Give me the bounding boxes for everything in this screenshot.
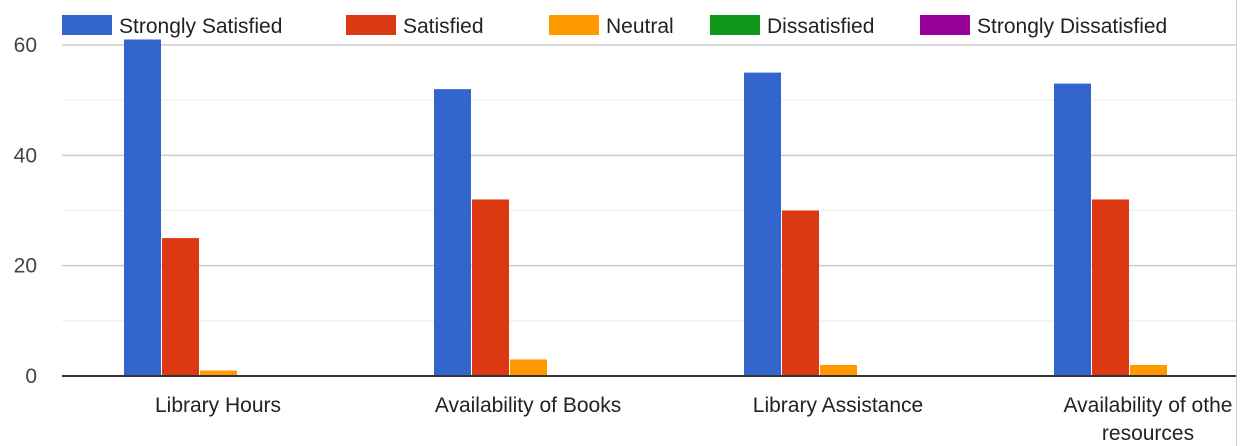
- x-category-label: resources: [1102, 422, 1194, 445]
- y-tick-label: 60: [14, 34, 37, 57]
- legend-swatch[interactable]: [549, 15, 599, 35]
- x-category-label: Availability of othe: [1064, 394, 1233, 417]
- bar[interactable]: [162, 238, 199, 376]
- y-tick-label: 0: [25, 365, 37, 388]
- bar[interactable]: [472, 199, 509, 376]
- bar[interactable]: [782, 210, 819, 377]
- bar[interactable]: [820, 364, 857, 376]
- legend[interactable]: Strongly Satisfied Satisfied Neutral Dissat…: [62, 15, 1167, 38]
- legend-label[interactable]: Neutral: [606, 15, 674, 38]
- legend-swatch[interactable]: [62, 15, 112, 35]
- bar[interactable]: [124, 39, 161, 376]
- bar[interactable]: [1054, 83, 1091, 376]
- legend-label[interactable]: Strongly Satisfied: [119, 15, 282, 38]
- bar[interactable]: [434, 89, 471, 376]
- bars: [124, 39, 1167, 376]
- gridlines: [62, 44, 1236, 322]
- right-border: [1236, 0, 1237, 446]
- legend-swatch[interactable]: [920, 15, 970, 35]
- x-category-label: Library Assistance: [753, 394, 923, 417]
- bar[interactable]: [744, 72, 781, 376]
- y-tick-label: 40: [14, 144, 37, 167]
- bar[interactable]: [1130, 364, 1167, 376]
- y-tick-label: 20: [14, 255, 37, 278]
- y-axis: 0 20 40 60: [14, 34, 37, 388]
- legend-label[interactable]: Dissatisfied: [767, 15, 874, 38]
- legend-label[interactable]: Strongly Dissatisfied: [977, 15, 1167, 38]
- legend-label[interactable]: Satisfied: [403, 15, 484, 38]
- legend-swatch[interactable]: [710, 15, 760, 35]
- bar[interactable]: [200, 370, 237, 376]
- x-category-label: Availability of Books: [435, 394, 621, 417]
- legend-swatch[interactable]: [346, 15, 396, 35]
- bar[interactable]: [1092, 199, 1129, 376]
- x-category-label: Library Hours: [155, 394, 281, 417]
- bar[interactable]: [510, 359, 547, 376]
- x-axis: Library Hours Availability of Books Librar…: [155, 394, 1232, 445]
